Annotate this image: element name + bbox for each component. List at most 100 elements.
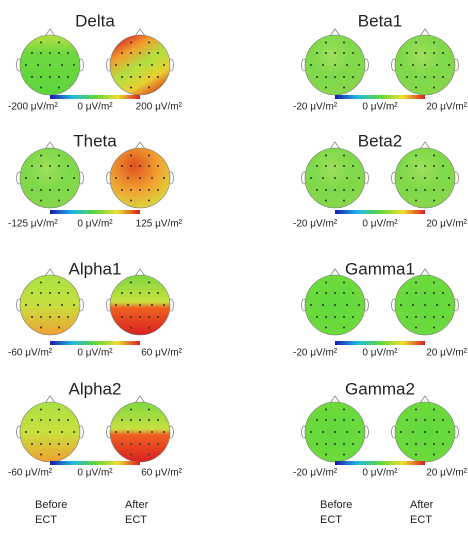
condition-label: Before: [35, 499, 67, 511]
electrode: [40, 326, 42, 329]
electrode: [400, 64, 402, 66]
electrode: [442, 189, 444, 191]
electrode: [424, 419, 426, 421]
electrode: [151, 304, 153, 306]
electrode: [130, 41, 132, 44]
electrode: [49, 443, 51, 445]
scale-label: -20 μV/m²: [293, 348, 338, 359]
condition-label: ECT: [320, 514, 342, 526]
electrode: [316, 419, 318, 421]
electrode: [49, 304, 51, 306]
electrode: [58, 189, 60, 191]
electrode: [61, 431, 63, 433]
electrode: [325, 41, 327, 44]
electrode: [31, 316, 33, 318]
electrode: [58, 41, 60, 44]
electrode: [130, 316, 132, 318]
electrode: [325, 86, 327, 89]
scale-label: -60 μV/m²: [8, 468, 53, 479]
electrode: [406, 419, 408, 421]
electrode: [436, 304, 438, 306]
electrode: [433, 165, 435, 167]
electrode: [121, 419, 123, 421]
electrode: [127, 64, 129, 66]
electrode: [412, 304, 414, 306]
electrode: [343, 316, 345, 318]
electrode: [424, 304, 426, 306]
colorbar: [50, 341, 140, 345]
electrode: [49, 316, 51, 318]
electrode: [148, 154, 150, 157]
electrode: [436, 431, 438, 433]
electrode: [322, 64, 324, 66]
electrode: [130, 419, 132, 421]
electrode: [31, 76, 33, 78]
electrode: [415, 165, 417, 167]
panel-title: Alpha2: [69, 379, 122, 398]
electrode: [322, 177, 324, 179]
scale-label: 60 μV/m²: [141, 468, 182, 479]
electrode: [49, 431, 51, 433]
electrode: [343, 165, 345, 167]
electrode: [58, 52, 60, 54]
electrode: [157, 76, 159, 78]
electrode: [73, 304, 75, 306]
electrode: [343, 86, 345, 89]
electrode: [40, 419, 42, 421]
electrode: [139, 292, 141, 294]
electrode: [115, 64, 117, 66]
electrode: [406, 189, 408, 191]
electrode: [148, 199, 150, 202]
electrode: [130, 443, 132, 445]
electrode: [442, 52, 444, 54]
electrode: [40, 52, 42, 54]
condition-label: Before: [320, 499, 352, 511]
electrode: [58, 154, 60, 157]
electrode: [334, 431, 336, 433]
electrode: [415, 419, 417, 421]
electrode: [58, 419, 60, 421]
electrode: [67, 76, 69, 78]
electrode: [436, 64, 438, 66]
electrode: [40, 316, 42, 318]
electrode: [343, 408, 345, 411]
electrode: [148, 326, 150, 329]
nose: [419, 395, 431, 404]
electrode: [433, 52, 435, 54]
electrode: [148, 419, 150, 421]
electrode: [130, 86, 132, 89]
electrode: [40, 199, 42, 202]
electrode: [352, 52, 354, 54]
nose: [134, 28, 146, 37]
electrode: [343, 453, 345, 456]
electrode: [121, 189, 123, 191]
electrode: [67, 316, 69, 318]
electrode: [433, 419, 435, 421]
electrode: [25, 304, 27, 306]
electrode: [151, 431, 153, 433]
electrode: [325, 281, 327, 284]
scale-label: 200 μV/m²: [136, 102, 183, 113]
electrode: [346, 304, 348, 306]
electrode: [415, 86, 417, 89]
colorbar: [50, 95, 140, 99]
electrode: [157, 316, 159, 318]
electrode: [163, 64, 165, 66]
electrode: [115, 304, 117, 306]
scale-label: 60 μV/m²: [141, 348, 182, 359]
scalp-map: [391, 141, 459, 209]
scale-label: -125 μV/m²: [8, 219, 58, 230]
electrode: [139, 189, 141, 191]
electrode: [325, 189, 327, 191]
colorbar: [335, 210, 425, 214]
electrode: [433, 86, 435, 89]
electrode: [415, 453, 417, 456]
electrode: [334, 316, 336, 318]
electrode: [40, 76, 42, 78]
electrode: [346, 177, 348, 179]
electrode: [148, 316, 150, 318]
electrode: [310, 431, 312, 433]
electrode: [130, 292, 132, 294]
electrode: [40, 408, 42, 411]
